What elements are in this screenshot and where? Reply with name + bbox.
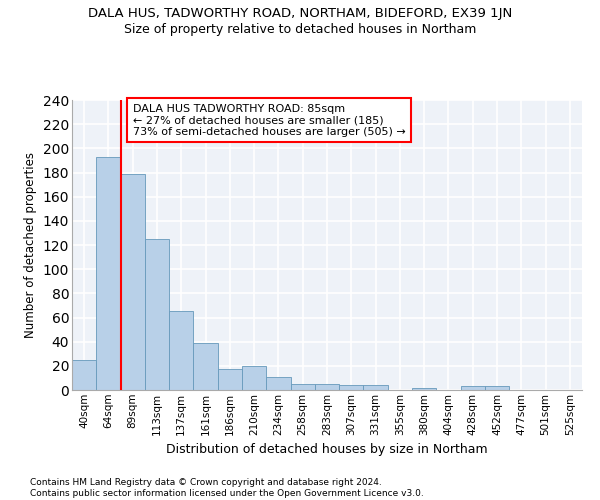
- Bar: [290, 384, 315, 390]
- Text: DALA HUS TADWORTHY ROAD: 85sqm
← 27% of detached houses are smaller (185)
73% of: DALA HUS TADWORTHY ROAD: 85sqm ← 27% of …: [133, 104, 406, 137]
- Bar: [364, 385, 388, 390]
- Bar: [218, 370, 242, 390]
- Bar: [121, 174, 145, 390]
- Bar: [145, 239, 169, 390]
- Text: DALA HUS, TADWORTHY ROAD, NORTHAM, BIDEFORD, EX39 1JN: DALA HUS, TADWORTHY ROAD, NORTHAM, BIDEF…: [88, 8, 512, 20]
- Text: Size of property relative to detached houses in Northam: Size of property relative to detached ho…: [124, 22, 476, 36]
- Text: Distribution of detached houses by size in Northam: Distribution of detached houses by size …: [166, 442, 488, 456]
- Bar: [96, 157, 121, 390]
- Bar: [485, 386, 509, 390]
- Bar: [339, 385, 364, 390]
- Bar: [193, 343, 218, 390]
- Bar: [266, 376, 290, 390]
- Bar: [169, 312, 193, 390]
- Bar: [242, 366, 266, 390]
- Bar: [315, 384, 339, 390]
- Text: Contains HM Land Registry data © Crown copyright and database right 2024.
Contai: Contains HM Land Registry data © Crown c…: [30, 478, 424, 498]
- Bar: [461, 386, 485, 390]
- Bar: [412, 388, 436, 390]
- Bar: [72, 360, 96, 390]
- Y-axis label: Number of detached properties: Number of detached properties: [24, 152, 37, 338]
